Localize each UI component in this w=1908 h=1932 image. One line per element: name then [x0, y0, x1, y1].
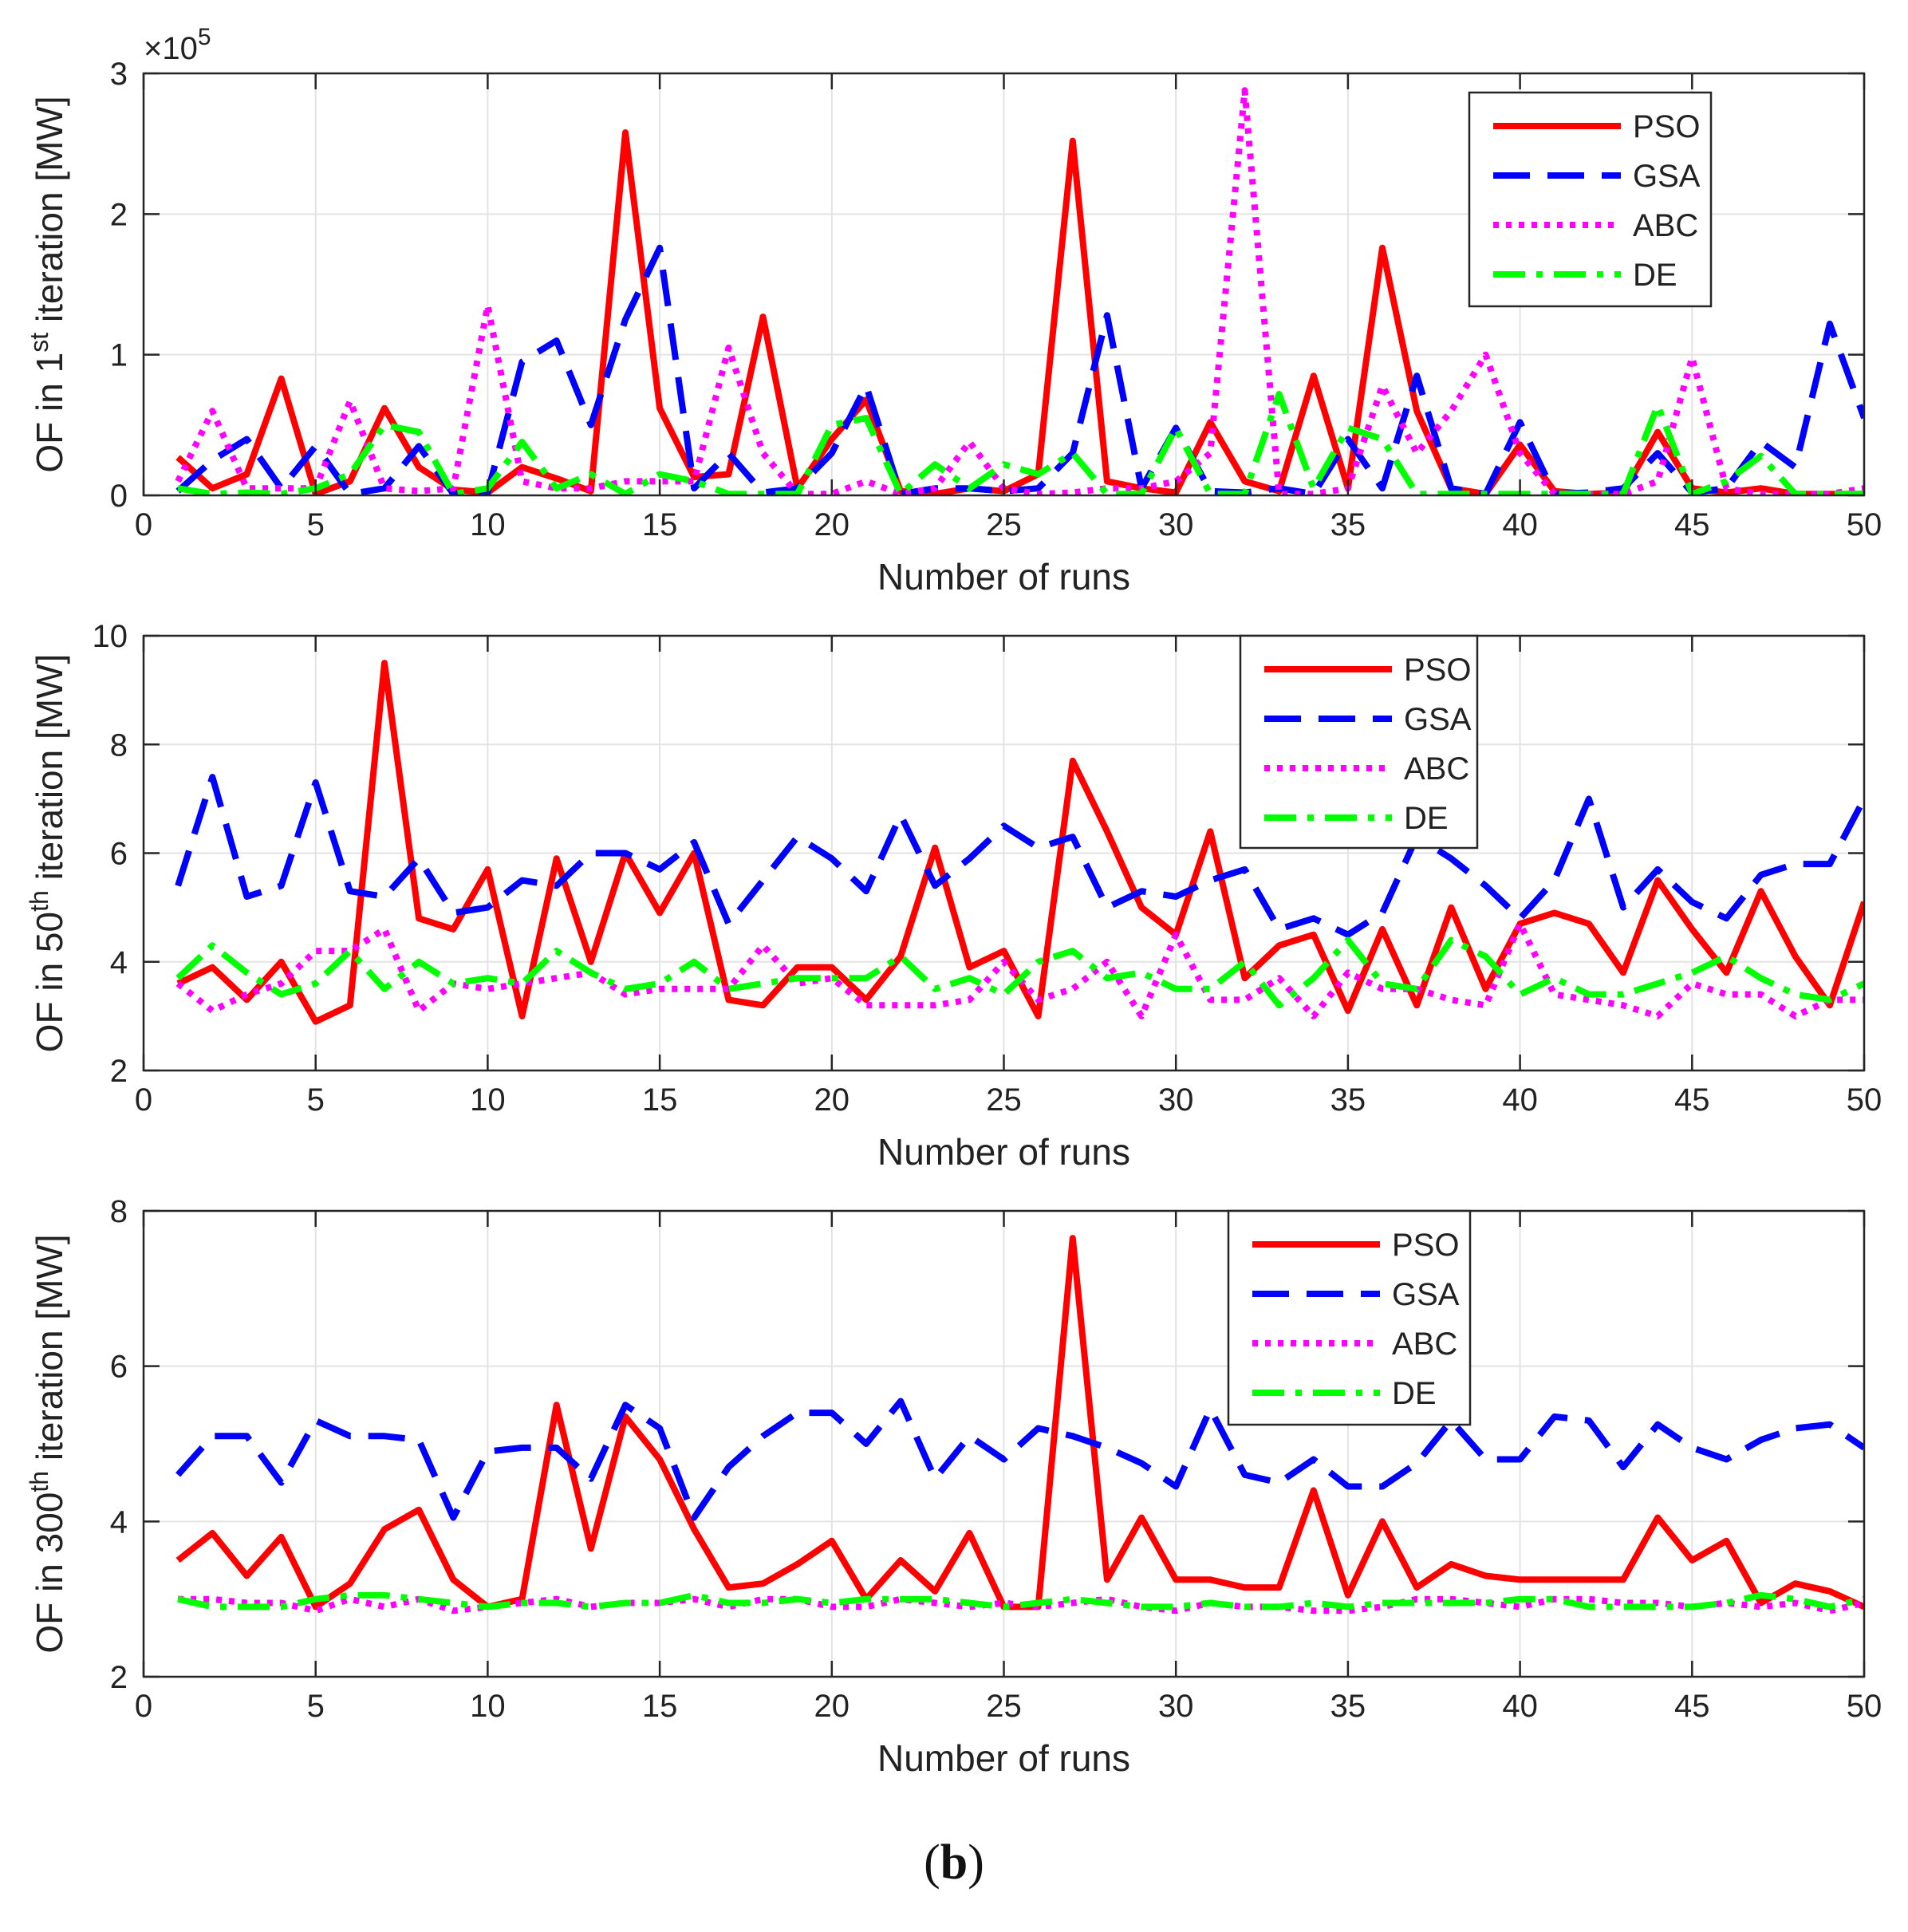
x-tick-label: 30 [1158, 1082, 1194, 1118]
x-tick-label: 30 [1158, 507, 1194, 542]
y-axis-label-pre: OF in 50 [29, 912, 70, 1052]
caption-letter: b [940, 1835, 968, 1890]
x-tick-label: 0 [135, 1082, 152, 1118]
y-tick-label: 6 [110, 837, 128, 872]
x-axis-label: Number of runs [877, 1131, 1130, 1173]
series-line-de [177, 1591, 1864, 1611]
x-tick-label: 25 [986, 1082, 1022, 1118]
figure-caption: (b) [0, 1835, 1908, 1891]
x-tick-label: 35 [1330, 1689, 1366, 1724]
y-tick-label: 2 [110, 1660, 128, 1695]
y-axis-label: OF in 50th iteration [MW] [25, 654, 70, 1053]
y-axis-label: OF in 1st iteration [MW] [25, 96, 70, 472]
y-tick-label: 2 [110, 1054, 128, 1089]
y-axis-label-sup: th [25, 1471, 53, 1492]
y-axis-label-sup: th [25, 890, 53, 912]
y-tick-label: 3 [110, 57, 128, 92]
series-line-gsa [175, 774, 1864, 938]
x-axis-label: Number of runs [877, 556, 1130, 597]
x-tick-label: 45 [1674, 1689, 1710, 1724]
x-tick-label: 50 [1847, 507, 1882, 542]
series-line-gsa [175, 1398, 1864, 1521]
y-axis-label-post: iteration [MW] [29, 1234, 70, 1471]
x-tick-label: 35 [1330, 1082, 1366, 1118]
legend-label-de: DE [1404, 801, 1449, 836]
series-line-de [175, 936, 1864, 1009]
x-tick-label: 10 [470, 1082, 506, 1118]
legend-label-gsa: GSA [1404, 702, 1472, 737]
y-axis-label-post: iteration [MW] [29, 96, 70, 333]
legend: PSO GSA ABC DE [1239, 634, 1479, 850]
x-tick-label: 5 [307, 507, 325, 542]
x-tick-label: 40 [1502, 507, 1538, 542]
y-exponent-label: ×105 [144, 24, 211, 66]
x-tick-label: 50 [1847, 1082, 1882, 1118]
legend-label-gsa: GSA [1633, 159, 1701, 194]
x-tick-label: 40 [1502, 1082, 1538, 1118]
legend-label-pso: PSO [1404, 653, 1471, 688]
x-tick-label: 10 [470, 1689, 506, 1724]
y-axis-label: OF in 300th iteration [MW] [25, 1234, 70, 1653]
y-tick-label: 8 [110, 727, 128, 763]
x-tick-label: 20 [814, 1689, 850, 1724]
y-axis-label-pre: OF in 1 [29, 353, 70, 473]
legend-label-gsa: GSA [1392, 1277, 1460, 1312]
x-tick-label: 25 [986, 507, 1022, 542]
x-tick-label: 35 [1330, 507, 1366, 542]
legend: PSO GSA ABC DE [1468, 91, 1713, 308]
y-tick-label: 4 [110, 1504, 128, 1540]
x-tick-label: 10 [470, 507, 506, 542]
y-exponent-power: 5 [198, 24, 211, 50]
y-tick-label: 4 [110, 945, 128, 980]
x-tick-label: 0 [135, 507, 152, 542]
legend-label-pso: PSO [1392, 1228, 1459, 1263]
legend-label-abc: ABC [1392, 1327, 1457, 1362]
legend-label-de: DE [1633, 258, 1677, 293]
y-tick-label: 2 [110, 197, 128, 232]
x-tick-label: 40 [1502, 1689, 1538, 1724]
x-tick-label: 20 [814, 507, 850, 542]
x-tick-label: 5 [307, 1082, 325, 1118]
legend-label-abc: ABC [1633, 208, 1698, 243]
x-tick-label: 25 [986, 1689, 1022, 1724]
legend: PSO GSA ABC DE [1227, 1209, 1472, 1426]
x-tick-label: 15 [642, 1689, 678, 1724]
legend-label-de: DE [1392, 1376, 1437, 1411]
x-tick-label: 15 [642, 507, 678, 542]
x-tick-label: 15 [642, 1082, 678, 1118]
y-tick-label: 8 [110, 1194, 128, 1229]
y-tick-label: 0 [110, 479, 128, 514]
legend-label-abc: ABC [1404, 751, 1469, 787]
y-tick-label: 1 [110, 338, 128, 373]
y-exponent-base: ×10 [144, 31, 198, 66]
x-tick-label: 50 [1847, 1689, 1882, 1724]
legend-label-pso: PSO [1633, 109, 1700, 144]
caption-open: ( [924, 1835, 940, 1890]
x-tick-label: 30 [1158, 1689, 1194, 1724]
x-tick-label: 45 [1674, 507, 1710, 542]
x-tick-label: 0 [135, 1689, 152, 1724]
chart-panel-3: 0 5 10 15 20 25 30 35 40 45 50 2 4 6 8 Number of runs OF… [25, 1194, 1882, 1779]
chart-panel-2: 0 5 10 15 20 25 30 35 40 45 50 2 4 6 8 10 Number of runs… [25, 619, 1882, 1173]
x-tick-label: 5 [307, 1689, 325, 1724]
y-axis-label-post: iteration [MW] [29, 654, 70, 891]
x-tick-label: 20 [814, 1082, 850, 1118]
y-tick-label: 6 [110, 1350, 128, 1385]
x-tick-label: 45 [1674, 1082, 1710, 1118]
y-tick-label: 10 [93, 619, 128, 654]
caption-close: ) [968, 1835, 984, 1890]
series-line-de [177, 391, 1864, 495]
y-axis-label-sup: st [25, 333, 53, 353]
y-axis-label-pre: OF in 300 [29, 1492, 70, 1654]
x-axis-label: Number of runs [877, 1737, 1130, 1779]
